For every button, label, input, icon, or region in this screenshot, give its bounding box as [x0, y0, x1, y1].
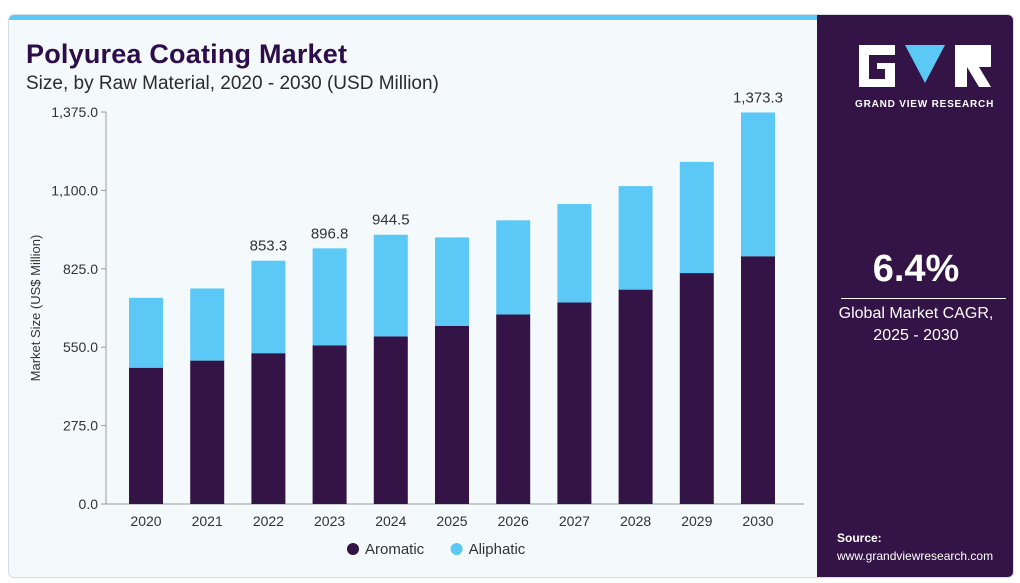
- cagr-label: Global Market CAGR, 2025 - 2030: [827, 303, 1005, 347]
- legend-label: Aromatic: [365, 541, 425, 558]
- bar-aromatic-2030: [741, 256, 775, 504]
- source-url: www.grandviewresearch.com: [837, 549, 994, 563]
- y-tick-label: 550.0: [63, 339, 98, 355]
- x-tick-label: 2020: [130, 513, 161, 529]
- x-tick-label: 2026: [498, 513, 529, 529]
- cagr-label-line2: 2025 - 2030: [873, 327, 959, 344]
- bar-aromatic-2029: [679, 273, 714, 504]
- info-panel: GRAND VIEW RESEARCH 6.4% Global Market C…: [817, 15, 1013, 577]
- bar-aromatic-2021: [190, 360, 225, 504]
- chart-subtitle: Size, by Raw Material, 2020 - 2030 (USD …: [26, 73, 439, 94]
- bar-aliphatic-2026: [496, 220, 531, 315]
- bar-aromatic-2020: [129, 367, 163, 504]
- x-tick-label: 2023: [314, 513, 345, 529]
- bar-aliphatic-2029: [679, 161, 714, 274]
- source-label: Source:: [837, 531, 882, 545]
- x-tick-label: 2025: [436, 513, 467, 529]
- bar-aliphatic-2021: [190, 288, 225, 361]
- x-tick-label: 2029: [681, 513, 712, 529]
- divider: [841, 298, 1006, 299]
- x-tick-label: 2022: [253, 513, 284, 529]
- accent-bar: [9, 15, 817, 20]
- bar-aliphatic-2022: [251, 260, 286, 354]
- data-label: 944.5: [372, 212, 410, 229]
- bar-aromatic-2022: [251, 353, 286, 504]
- x-tick-label: 2024: [375, 513, 406, 529]
- x-tick-label: 2027: [559, 513, 590, 529]
- legend-label: Aliphatic: [469, 541, 526, 558]
- chart-title: Polyurea Coating Market: [26, 39, 348, 69]
- y-tick-label: 0.0: [79, 496, 99, 512]
- bar-aromatic-2028: [618, 289, 653, 504]
- brand-name: GRAND VIEW RESEARCH: [855, 99, 995, 110]
- y-tick-label: 1,100.0: [51, 182, 98, 198]
- bar-aromatic-2026: [496, 314, 531, 504]
- gvr-logo-icon: [859, 45, 991, 87]
- bar-aromatic-2024: [373, 336, 408, 504]
- bar-aromatic-2025: [435, 325, 469, 504]
- cagr-value: 6.4%: [872, 248, 960, 290]
- stacked-bar-chart: 0.0 275.0 550.0 825.0 1,100.0 1,375.0 Market S…: [28, 89, 804, 558]
- bar-aliphatic-2023: [312, 248, 347, 346]
- data-label: 1,373.3: [733, 89, 783, 106]
- bar-aliphatic-2027: [557, 204, 592, 303]
- bar-aliphatic-2030: [741, 112, 775, 257]
- data-label: 896.8: [311, 225, 349, 242]
- y-axis-title: Market Size (US$ Million): [28, 235, 43, 382]
- y-tick-label: 1,375.0: [51, 104, 98, 120]
- bar-aliphatic-2020: [129, 297, 163, 368]
- grand-view-research-logo: GRAND VIEW RESEARCH: [855, 41, 995, 110]
- x-tick-label: 2028: [620, 513, 651, 529]
- bar-aliphatic-2025: [435, 237, 469, 326]
- x-tick-label: 2021: [192, 513, 223, 529]
- bar-aliphatic-2028: [618, 186, 653, 290]
- bar-aromatic-2027: [557, 302, 592, 504]
- chart-card: Polyurea Coating Market Size, by Raw Mat…: [8, 14, 1014, 578]
- x-tick-label: 2030: [742, 513, 773, 529]
- cagr-label-line1: Global Market CAGR,: [838, 305, 994, 322]
- bar-aliphatic-2024: [373, 234, 408, 337]
- y-tick-label: 825.0: [63, 261, 98, 277]
- legend-marker-aliphatic: [450, 543, 463, 555]
- y-tick-label: 275.0: [63, 418, 98, 434]
- chart-area: Polyurea Coating Market Size, by Raw Mat…: [9, 15, 817, 577]
- data-label: 853.3: [250, 238, 288, 255]
- legend-marker-aromatic: [347, 543, 359, 555]
- bar-aromatic-2023: [312, 345, 347, 504]
